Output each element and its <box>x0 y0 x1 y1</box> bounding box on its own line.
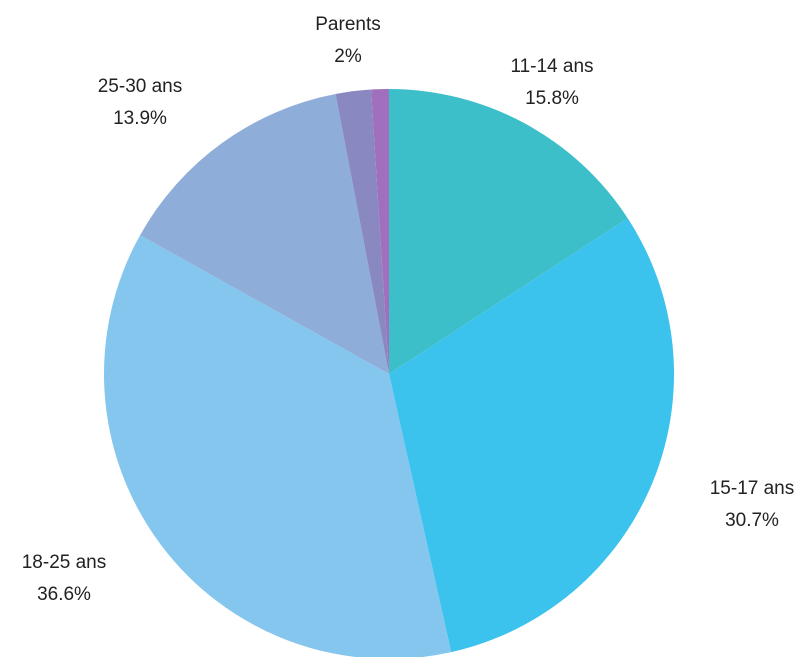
pie-labels: 11-14 ans 15.8% 15-17 ans 30.7% 18-25 an… <box>22 14 795 605</box>
slice-label-parents: Parents <box>315 14 380 35</box>
slice-value-18-25: 36.6% <box>37 584 91 605</box>
pie-slice-25-30-ans-3 <box>140 94 389 375</box>
pie-slices <box>103 89 675 660</box>
pie-slice-parents-4 <box>335 89 389 374</box>
pie-slice-unlabeled-5 <box>371 89 389 374</box>
slice-value-15-17: 30.7% <box>725 510 779 531</box>
pie-slice-18-25-ans-2 <box>103 235 452 660</box>
pie-slice-15-17-ans-1 <box>389 218 675 653</box>
slice-label-11-14: 11-14 ans <box>510 56 593 77</box>
slice-label-15-17: 15-17 ans <box>710 478 795 499</box>
slice-value-25-30: 13.9% <box>113 108 167 129</box>
slice-value-parents: 2% <box>334 46 362 67</box>
slice-value-11-14: 15.8% <box>525 88 579 109</box>
slice-label-18-25: 18-25 ans <box>22 552 107 573</box>
pie-slice-11-14-ans-0 <box>389 89 628 374</box>
slice-label-25-30: 25-30 ans <box>98 76 183 97</box>
